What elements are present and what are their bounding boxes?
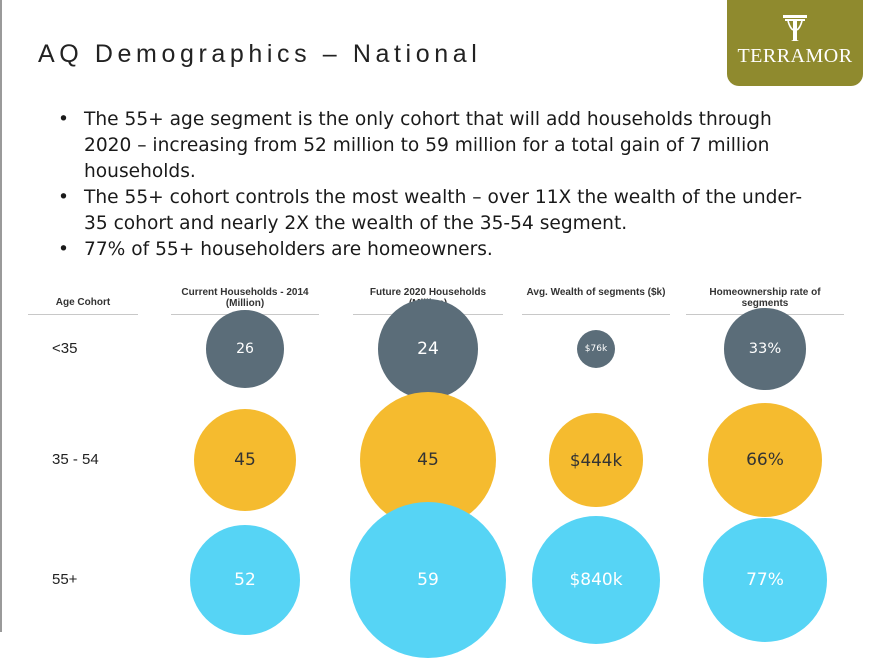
bullet-dot: • [58, 109, 69, 130]
bullet-item: • The 55+ age segment is the only cohort … [58, 107, 818, 185]
data-bubble: 26 [206, 310, 284, 388]
bullet-dot: • [58, 239, 69, 260]
row-header: Age Cohort [55, 297, 111, 308]
column-header: Current Households - 2014 (Million) [181, 287, 309, 309]
data-bubble: 59 [350, 502, 506, 658]
slide-title: AQ Demographics – National [38, 40, 482, 68]
column-header-underline [522, 314, 670, 315]
data-bubble: 24 [378, 299, 478, 399]
bubble-label: 59 [417, 570, 439, 590]
logo-wordmark: TERRAMOR [737, 45, 853, 67]
bullet-text: The 55+ age segment is the only cohort t… [84, 109, 772, 182]
data-bubble: $444k [549, 413, 643, 507]
bubble-label: $840k [569, 570, 623, 590]
data-bubble: $840k [532, 516, 660, 644]
data-bubble: 52 [190, 525, 300, 635]
data-bubble: $76k [576, 329, 616, 369]
logo-tree-icon [783, 15, 807, 41]
row-header-underline [28, 314, 138, 315]
bubble-label: 77% [746, 570, 784, 590]
bubble-label: 24 [417, 338, 439, 359]
bullet-dot: • [58, 187, 69, 208]
data-bubble: 77% [703, 518, 827, 642]
bubble-label: $76k [584, 343, 608, 354]
bullet-text: The 55+ cohort controls the most wealth … [84, 187, 803, 234]
column-header: Avg. Wealth of segments ($k) [526, 287, 666, 298]
bullet-list: • The 55+ age segment is the only cohort … [58, 107, 818, 263]
bullet-item: • 77% of 55+ householders are homeowners. [58, 237, 818, 263]
row-label: <35 [52, 340, 78, 357]
bubble-label: 45 [417, 449, 439, 470]
data-bubble: 45 [193, 408, 297, 512]
bubble-label: $444k [569, 449, 623, 470]
data-bubble: 66% [707, 402, 823, 518]
bubble-label: 52 [234, 570, 256, 590]
slide-left-border [0, 0, 2, 632]
bubble-label: 33% [748, 340, 782, 358]
row-label: 55+ [52, 571, 78, 588]
bubble-label: 45 [234, 449, 256, 470]
bubble-label: 66% [746, 449, 784, 470]
row-label: 35 - 54 [52, 451, 99, 468]
data-bubble: 33% [724, 308, 806, 390]
terramor-logo: TERRAMOR [727, 0, 863, 86]
bullet-text: 77% of 55+ householders are homeowners. [84, 239, 493, 260]
bubble-label: 26 [236, 340, 254, 357]
bullet-item: • The 55+ cohort controls the most wealth… [58, 185, 818, 237]
column-header: Homeownership rate of segments [709, 287, 821, 309]
